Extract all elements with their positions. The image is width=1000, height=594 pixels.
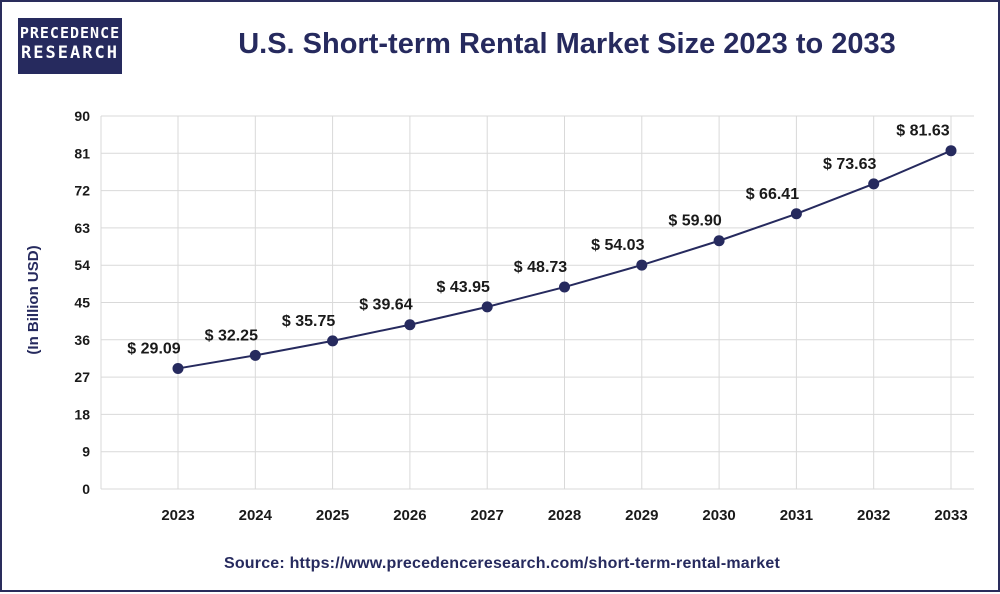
data-point [327,335,339,347]
brand-logo-line2: RESEARCH [21,43,119,63]
x-tick-label: 2024 [239,507,273,524]
data-label: $ 73.63 [823,156,876,173]
data-point [713,235,725,247]
x-tick-label: 2026 [393,507,426,524]
y-axis-label: (In Billion USD) [25,245,42,354]
data-label: $ 81.63 [896,123,949,140]
chart-title: U.S. Short-term Rental Market Size 2023 … [238,28,896,60]
x-tick-label: 2033 [934,507,967,524]
brand-logo-line1: PRECEDENCE [19,24,121,42]
y-tick-label: 18 [74,406,90,422]
x-tick-label: 2030 [702,507,735,524]
data-point [790,208,802,220]
data-point [481,301,493,313]
y-tick-label: 63 [74,220,90,236]
x-tick-label: 2027 [471,507,504,524]
y-tick-label: 36 [74,332,90,348]
data-point [249,349,261,361]
x-tick-label: 2025 [316,507,349,524]
data-point [404,319,416,331]
x-tick-label: 2032 [857,507,890,524]
data-point [172,362,184,374]
data-label: $ 29.09 [127,340,180,357]
data-label: $ 59.90 [668,213,721,230]
data-label: $ 39.64 [359,297,412,314]
y-tick-label: 72 [74,183,90,199]
y-tick-label: 0 [82,481,90,497]
data-label: $ 32.25 [205,327,258,344]
y-tick-label: 81 [74,145,90,161]
data-label: $ 66.41 [746,186,799,203]
data-label: $ 43.95 [437,279,490,296]
source-note: Source: https://www.precedenceresearch.c… [223,555,781,572]
y-tick-label: 45 [74,295,90,311]
data-label: $ 54.03 [591,237,644,254]
data-label: $ 35.75 [282,313,335,330]
data-label: $ 48.73 [514,259,567,276]
data-point [636,259,648,271]
x-tick-label: 2028 [548,507,581,524]
y-tick-label: 9 [82,444,90,460]
x-tick-label: 2023 [161,507,194,524]
data-point [868,178,880,190]
y-tick-label: 54 [74,257,90,273]
y-tick-label: 27 [74,369,90,385]
y-tick-label: 90 [74,108,90,124]
data-point [559,281,570,293]
x-tick-label: 2031 [780,507,813,524]
data-point [945,145,957,157]
brand-logo: PRECEDENCE RESEARCH [18,18,122,74]
x-tick-label: 2029 [625,507,658,524]
